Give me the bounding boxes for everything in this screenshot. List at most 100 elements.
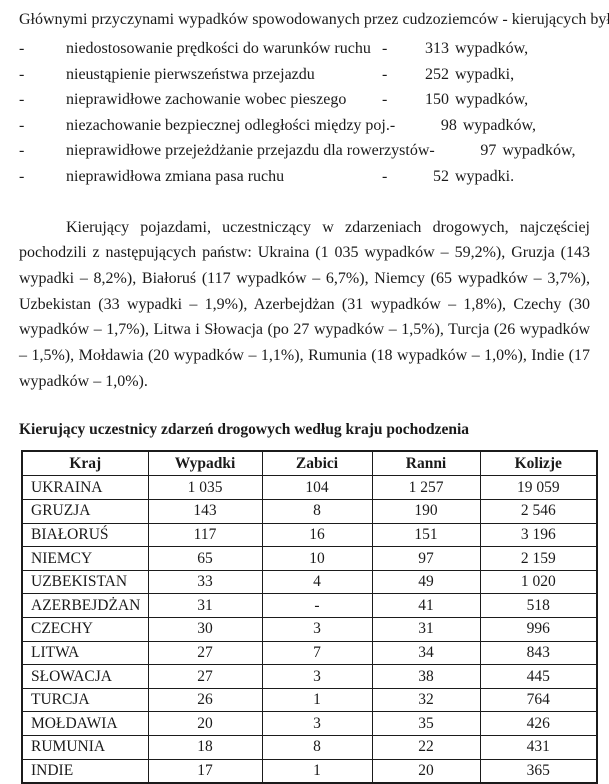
cause-unit: wypadki. [455, 167, 515, 185]
table-row: LITWA 27 7 34 843 [21, 640, 598, 666]
zabici-cell: 3 [261, 664, 373, 689]
ranni-cell: 22 [371, 735, 481, 760]
intro-paragraph: Głównymi przyczynami wypadków spowodowan… [19, 11, 609, 28]
country-cell: MOŁDAWIA [21, 711, 149, 737]
wypadki-cell: 26 [147, 687, 263, 713]
country-cell: SŁOWACJA [21, 664, 149, 689]
cause-item: - niezachowanie bezpiecznej odległości m… [19, 113, 590, 139]
table-header-row: Kraj Wypadki Zabici Ranni Kolizje [21, 450, 598, 477]
zabici-cell: 104 [261, 475, 373, 501]
kolizje-cell: 19 059 [479, 475, 598, 501]
ranni-cell: 97 [371, 546, 481, 571]
cause-unit: wypadków, [502, 142, 576, 160]
country-cell: CZECHY [21, 617, 149, 642]
zabici-cell: 7 [261, 640, 373, 666]
wypadki-cell: 65 [147, 546, 263, 571]
country-cell: UKRAINA [21, 475, 149, 501]
cause-label: nieprawidłowa zmiana pasa ruchu [66, 167, 285, 185]
country-cell: AZERBEJDŻAN [21, 593, 149, 619]
wypadki-cell: 143 [147, 499, 263, 524]
zabici-cell: 8 [261, 499, 373, 524]
kolizje-cell: 365 [479, 758, 598, 784]
column-header: Wypadki [147, 450, 263, 477]
kolizje-cell: 518 [479, 593, 598, 619]
accidents-table: Kraj Wypadki Zabici Ranni Kolizje UKRAIN… [21, 450, 598, 784]
cause-unit: wypadki, [455, 65, 515, 83]
cause-bullet-dash: - [19, 65, 25, 83]
table-row: TURCJA 26 1 32 764 [21, 687, 598, 713]
table-row: NIEMCY 65 10 97 2 159 [21, 546, 598, 571]
country-cell: INDIE [21, 758, 149, 784]
country-cell: RUMUNIA [21, 735, 149, 760]
zabici-cell: 8 [261, 735, 373, 760]
kolizje-cell: 996 [479, 617, 598, 642]
country-cell: UZBEKISTAN [21, 569, 149, 595]
zabici-cell: 16 [261, 522, 373, 548]
kolizje-cell: 431 [479, 735, 598, 760]
cause-bullet-dash: - [19, 142, 25, 160]
ranni-cell: 49 [371, 569, 481, 595]
table-caption: Kierujący uczestnicy zdarzeń drogowych w… [19, 421, 470, 439]
cause-count: 52 [433, 167, 449, 185]
table-row: AZERBEJDŻAN 31 - 41 518 [21, 593, 598, 619]
country-cell: BIAŁORUŚ [21, 522, 149, 548]
cause-count: 98 [440, 116, 457, 134]
cause-item: - niedostosowanie prędkości do warunków … [19, 36, 590, 62]
table-row: BIAŁORUŚ 117 16 151 3 196 [21, 522, 598, 548]
wypadki-cell: 17 [147, 758, 263, 784]
zabici-cell: 4 [261, 569, 373, 595]
cause-item: - nieprawidłowa zmiana pasa ruchu - 52 w… [19, 164, 590, 190]
kolizje-cell: 764 [479, 687, 598, 713]
cause-count: 150 [425, 91, 449, 109]
column-header: Ranni [371, 450, 481, 477]
kolizje-cell: 2 546 [479, 499, 598, 524]
cause-list: - niedostosowanie prędkości do warunków … [19, 36, 590, 190]
ranni-cell: 32 [371, 687, 481, 713]
cause-separator-dash: - [389, 116, 396, 134]
cause-bullet-dash: - [19, 40, 25, 57]
ranni-cell: 151 [371, 522, 481, 548]
kolizje-cell: 1 020 [479, 569, 598, 595]
wypadki-cell: 1 035 [147, 475, 263, 501]
cause-separator-dash: - [382, 91, 388, 109]
table-row: UKRAINA 1 035 104 1 257 19 059 [21, 475, 598, 501]
table-body: UKRAINA 1 035 104 1 257 19 059 GRUZJA 14… [21, 475, 598, 784]
ranni-cell: 31 [371, 617, 481, 642]
ranni-cell: 38 [371, 664, 481, 689]
cause-item: - nieprawidłowe przejeżdżanie przejazdu … [19, 138, 590, 164]
cause-unit: wypadków, [455, 40, 529, 57]
table-row: UZBEKISTAN 33 4 49 1 020 [21, 569, 598, 595]
table-row: CZECHY 30 3 31 996 [21, 617, 598, 642]
wypadki-cell: 33 [147, 569, 263, 595]
country-cell: TURCJA [21, 687, 149, 713]
wypadki-cell: 18 [147, 735, 263, 760]
kolizje-cell: 843 [479, 640, 598, 666]
cause-unit: wypadków, [455, 91, 529, 109]
ranni-cell: 41 [371, 593, 481, 619]
cause-separator-dash: - [382, 65, 388, 83]
cause-separator-dash: - [382, 167, 388, 185]
cause-item: - nieustąpienie pierwszeństwa przejazdu … [19, 62, 590, 88]
zabici-cell: 1 [261, 758, 373, 784]
table-row: MOŁDAWIA 20 3 35 426 [21, 711, 598, 737]
wypadki-cell: 27 [147, 640, 263, 666]
document-page: Głównymi przyczynami wypadków spowodowan… [19, 11, 609, 784]
table-row: INDIE 17 1 20 365 [21, 758, 598, 784]
kolizje-cell: 445 [479, 664, 598, 689]
cause-bullet-dash: - [19, 91, 25, 109]
kolizje-cell: 426 [479, 711, 598, 737]
column-header: Kolizje [479, 450, 598, 477]
cause-label: nieprawidłowe zachowanie wobec pieszego [66, 91, 347, 109]
country-cell: LITWA [21, 640, 149, 666]
kolizje-cell: 3 196 [479, 522, 598, 548]
column-header: Kraj [21, 450, 149, 477]
cause-separator-dash: - [382, 40, 388, 57]
cause-unit: wypadków, [462, 116, 537, 134]
cause-item: - nieprawidłowe zachowanie wobec pieszeg… [19, 87, 590, 113]
zabici-cell: - [261, 593, 373, 619]
zabici-cell: 3 [261, 617, 373, 642]
zabici-cell: 1 [261, 687, 373, 713]
ranni-cell: 35 [371, 711, 481, 737]
ranni-cell: 34 [371, 640, 481, 666]
country-cell: GRUZJA [21, 499, 149, 524]
